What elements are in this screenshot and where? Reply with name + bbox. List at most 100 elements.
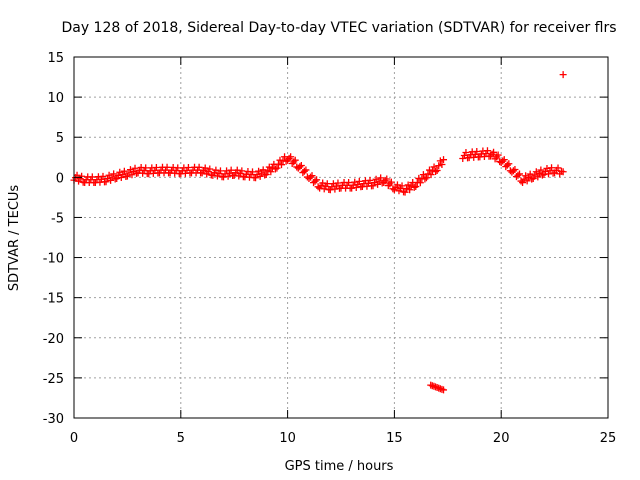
- data-point: [271, 165, 279, 173]
- x-axis-label: GPS time / hours: [285, 459, 394, 474]
- data-point: [526, 170, 534, 178]
- data-point: [311, 177, 319, 185]
- data-point: [432, 168, 440, 176]
- data-point: [374, 180, 382, 188]
- data-point: [195, 163, 203, 171]
- data-point: [401, 188, 409, 196]
- y-tick-label: 0: [56, 171, 64, 186]
- y-tick-label: -25: [43, 372, 64, 387]
- data-point: [377, 174, 385, 182]
- data-point: [233, 166, 241, 174]
- data-point: [300, 167, 308, 175]
- x-tick-label: 5: [177, 431, 185, 446]
- data-point: [403, 185, 411, 193]
- data-point: [319, 179, 327, 187]
- data-point: [522, 172, 530, 180]
- chart-title: Day 128 of 2018, Sidereal Day-to-day VTE…: [61, 20, 616, 36]
- data-point: [554, 164, 562, 172]
- data-point: [419, 171, 427, 179]
- y-tick-label: 10: [47, 91, 64, 106]
- data-point: [296, 163, 304, 171]
- data-points: [70, 71, 567, 394]
- data-point: [142, 164, 150, 172]
- data-point: [206, 165, 214, 173]
- data-point: [131, 164, 139, 172]
- data-point: [107, 176, 115, 184]
- data-point: [366, 176, 374, 184]
- data-point: [516, 170, 524, 178]
- data-point: [102, 178, 110, 186]
- data-point: [435, 162, 443, 170]
- data-point: [252, 174, 260, 182]
- data-point: [174, 164, 182, 172]
- plot-frame: [73, 56, 609, 419]
- data-point: [267, 168, 275, 176]
- data-point: [425, 166, 433, 174]
- data-point: [249, 168, 257, 176]
- data-point: [288, 160, 296, 168]
- data-point: [404, 181, 412, 189]
- data-point: [306, 173, 314, 181]
- y-tick-label: -20: [43, 332, 64, 347]
- data-point: [389, 185, 397, 193]
- data-point: [110, 170, 118, 178]
- data-point: [323, 180, 331, 188]
- data-point: [265, 163, 273, 171]
- y-tick-label: -5: [51, 211, 64, 226]
- data-point: [152, 164, 160, 172]
- data-point: [438, 160, 446, 168]
- data-point: [281, 153, 289, 161]
- data-point: [348, 184, 356, 192]
- data-point: [387, 178, 395, 186]
- data-point: [224, 172, 232, 180]
- data-point: [422, 174, 430, 182]
- data-point: [308, 172, 316, 180]
- data-point: [427, 171, 435, 179]
- data-point: [290, 158, 298, 166]
- data-point: [88, 173, 96, 181]
- data-point: [331, 185, 339, 193]
- data-point: [201, 164, 209, 172]
- data-point: [531, 171, 539, 179]
- y-axis-label: SDTVAR / TECUs: [7, 185, 22, 292]
- data-point: [462, 148, 470, 156]
- data-point: [262, 171, 270, 179]
- data-point: [535, 169, 543, 177]
- data-point: [499, 157, 507, 165]
- data-point: [440, 156, 448, 164]
- data-point: [519, 179, 527, 187]
- data-point: [302, 166, 310, 174]
- data-point: [99, 172, 107, 180]
- data-point: [511, 165, 519, 173]
- data-point: [473, 147, 481, 155]
- data-point: [120, 167, 128, 175]
- data-point: [128, 171, 136, 179]
- data-point: [352, 183, 360, 191]
- data-point: [548, 164, 556, 172]
- data-point: [113, 175, 121, 183]
- data-point: [529, 175, 537, 183]
- data-point: [503, 161, 511, 169]
- data-point: [227, 166, 235, 174]
- data-point: [559, 168, 567, 176]
- data-point: [216, 167, 224, 175]
- data-point: [483, 147, 491, 155]
- x-tick-label: 20: [493, 431, 510, 446]
- data-point: [355, 177, 363, 185]
- data-point: [406, 186, 414, 194]
- data-point: [544, 170, 552, 178]
- data-point: [412, 183, 420, 191]
- y-tick-label: -15: [43, 292, 64, 307]
- data-point: [264, 167, 272, 175]
- x-tick-label: 0: [70, 431, 78, 446]
- axis-ticks: 15 10 5 0 -5 -10 -15 -20 -25 -30 0 5 10 15 20 25: [43, 51, 617, 446]
- data-point: [490, 148, 498, 156]
- y-tick-label: 5: [56, 131, 64, 146]
- data-point: [559, 71, 567, 79]
- data-point: [345, 179, 353, 187]
- data-point: [430, 163, 438, 171]
- data-point: [326, 186, 334, 194]
- data-point: [220, 173, 228, 181]
- data-point: [494, 151, 502, 159]
